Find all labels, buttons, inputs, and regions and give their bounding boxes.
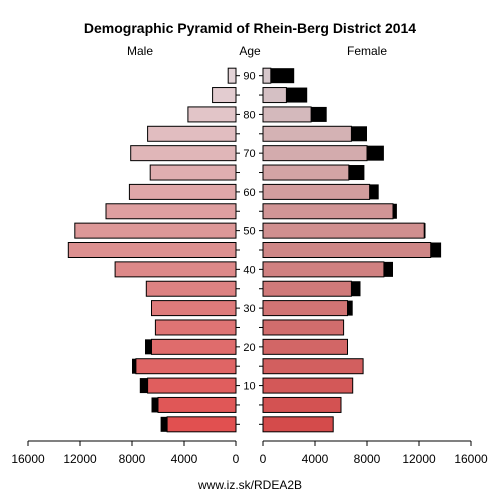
male-bar-20-24 [151,338,237,355]
female-x-tick-label: 16000 [454,452,488,466]
female-surplus-75-79 [351,126,367,142]
female-surplus-70-74 [367,145,384,161]
female-surplus-90+ [270,68,295,84]
male-bar-85-89 [212,87,237,104]
male-bar-10-14 [147,377,237,394]
male-x-tick-label: 4000 [171,452,198,466]
female-bars [262,67,442,433]
female-bar-10-14 [262,377,354,394]
male-x-tick-label: 16000 [11,452,45,466]
female-x-tick-label: 0 [260,452,267,466]
female-surplus-50-54 [424,223,426,239]
male-label: Male [127,44,153,58]
male-bars [67,67,237,433]
age-tick-label: 60 [243,187,255,199]
age-tick-label: 10 [243,381,255,393]
male-x-tick-label: 0 [233,452,240,466]
female-surplus-45-49 [430,242,442,258]
age-tick-label: 40 [243,264,255,276]
male-bar-25-29 [154,319,237,336]
male-bar-50-54 [74,222,237,239]
source-footer: www.iz.sk/RDEA2B [197,478,302,492]
female-bar-25-29 [262,319,345,336]
age-axis: 10 20 30 40 50 60 70 80 90 [236,71,263,425]
female-surplus-30-34 [347,300,353,316]
age-tick-label: 90 [243,71,255,83]
male-surplus-15-19 [132,358,136,374]
female-surplus-40-44 [383,261,393,277]
female-bar-30-34 [262,300,348,317]
male-bar-40-44 [114,261,237,278]
male-bar-90+ [227,67,237,84]
male-x-tick-label: 12000 [63,452,97,466]
female-bar-65-69 [262,164,350,181]
female-bar-40-44 [262,261,385,278]
female-bar-90+ [262,67,272,84]
female-bar-50-54 [262,222,425,239]
female-bar-55-59 [262,203,394,220]
male-bar-30-34 [151,300,237,317]
male-bar-75-79 [147,125,237,142]
female-bar-15-19 [262,358,364,375]
male-bar-0-4 [166,416,237,433]
male-bar-60-64 [128,183,237,200]
female-x-tick-label: 8000 [354,452,381,466]
female-surplus-35-39 [351,281,361,297]
male-bar-80-84 [187,106,237,123]
age-label: Age [239,44,261,58]
age-tick-label: 50 [243,226,255,238]
female-bar-35-39 [262,280,352,297]
female-label: Female [347,44,387,58]
female-bar-75-79 [262,125,352,142]
age-tick-label: 30 [243,303,255,315]
female-bar-0-4 [262,416,334,433]
population-axes: 16000 12000 8000 4000 0 0 4000 8000 12000 16000 [11,440,488,466]
male-surplus-10-14 [139,378,148,394]
age-tick-label: 70 [243,148,255,160]
male-bar-65-69 [149,164,237,181]
female-surplus-65-69 [348,165,365,181]
age-tick-label: 20 [243,342,255,354]
female-bar-5-9 [262,396,342,413]
male-x-tick-label: 8000 [119,452,146,466]
chart-title: Demographic Pyramid of Rhein-Berg Distri… [84,20,416,36]
female-bar-60-64 [262,183,371,200]
age-tick-label: 80 [243,109,255,121]
female-surplus-80-84 [311,106,327,122]
female-surplus-85-89 [286,87,308,103]
male-bar-15-19 [135,358,237,375]
male-surplus-0-4 [160,416,168,432]
female-x-tick-label: 12000 [402,452,436,466]
female-x-tick-label: 4000 [302,452,329,466]
male-bar-5-9 [157,396,237,413]
female-bar-20-24 [262,338,348,355]
female-surplus-55-59 [393,203,397,219]
female-bar-70-74 [262,145,368,162]
male-surplus-5-9 [151,397,158,413]
male-bar-35-39 [145,280,237,297]
male-bar-45-49 [67,242,237,258]
male-surplus-20-24 [145,339,152,355]
female-surplus-60-64 [369,184,379,200]
male-bar-55-59 [105,203,237,220]
male-bar-70-74 [130,145,237,162]
female-bar-45-49 [262,242,432,258]
female-bar-80-84 [262,106,312,123]
female-bar-85-89 [262,87,287,104]
